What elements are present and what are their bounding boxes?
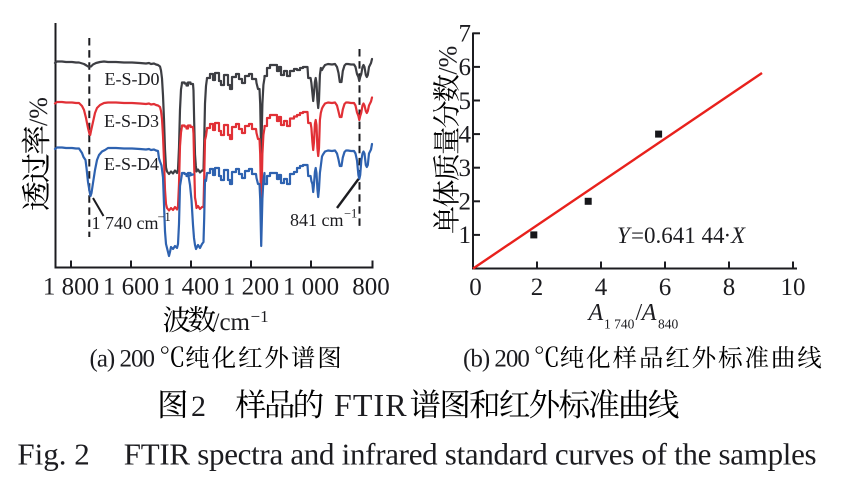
svg-text:6: 6	[459, 54, 472, 81]
svg-text:A: A	[587, 300, 604, 326]
svg-text:/cm: /cm	[213, 309, 251, 336]
svg-text:2: 2	[191, 390, 206, 423]
svg-text:1 740 cm: 1 740 cm	[92, 213, 159, 233]
svg-text:2: 2	[459, 189, 472, 216]
svg-text:841 cm: 841 cm	[290, 210, 344, 230]
svg-text:(b) 200: (b) 200	[463, 346, 529, 373]
svg-text:1 000: 1 000	[283, 274, 339, 301]
svg-text:3: 3	[459, 155, 472, 182]
svg-text:8: 8	[723, 274, 736, 301]
svg-text:7: 7	[459, 21, 472, 48]
svg-text:/%: /%	[434, 46, 463, 75]
svg-text:4: 4	[595, 274, 608, 301]
svg-text:/: /	[636, 300, 643, 326]
svg-text:A: A	[640, 300, 657, 326]
svg-text:1 800: 1 800	[43, 274, 99, 301]
svg-text:E-S-D4: E-S-D4	[104, 154, 159, 174]
svg-text:4: 4	[459, 121, 472, 148]
svg-text:2: 2	[531, 274, 544, 301]
svg-text:FTIR: FTIR	[334, 387, 408, 423]
svg-text:·: ·	[724, 223, 732, 248]
svg-text:=0.641 44: =0.641 44	[631, 223, 725, 248]
svg-text:E-S-D0: E-S-D0	[105, 69, 160, 89]
svg-text:Fig. 2: Fig. 2	[17, 436, 89, 471]
svg-text:−1: −1	[344, 207, 357, 221]
svg-text:5: 5	[459, 88, 472, 115]
svg-text:840: 840	[658, 317, 679, 332]
svg-text:1 200: 1 200	[223, 274, 279, 301]
svg-text:/%: /%	[24, 97, 53, 126]
svg-text:1 600: 1 600	[103, 274, 159, 301]
svg-text:1: 1	[459, 222, 472, 249]
svg-text:−1: −1	[251, 307, 269, 326]
svg-text:X: X	[730, 223, 746, 248]
svg-text:10: 10	[781, 274, 806, 301]
svg-text:800: 800	[352, 274, 390, 301]
svg-text:Y: Y	[617, 223, 632, 248]
svg-text:FTIR spectra and infrared stan: FTIR spectra and infrared standard curve…	[124, 436, 817, 471]
svg-text:6: 6	[659, 274, 672, 301]
svg-text:E-S-D3: E-S-D3	[104, 111, 159, 131]
svg-text:−1: −1	[158, 210, 171, 224]
svg-text:1 740: 1 740	[604, 317, 635, 332]
svg-text:0: 0	[469, 274, 482, 301]
svg-text:1 400: 1 400	[163, 274, 219, 301]
svg-text:(a) 200: (a) 200	[90, 346, 155, 373]
